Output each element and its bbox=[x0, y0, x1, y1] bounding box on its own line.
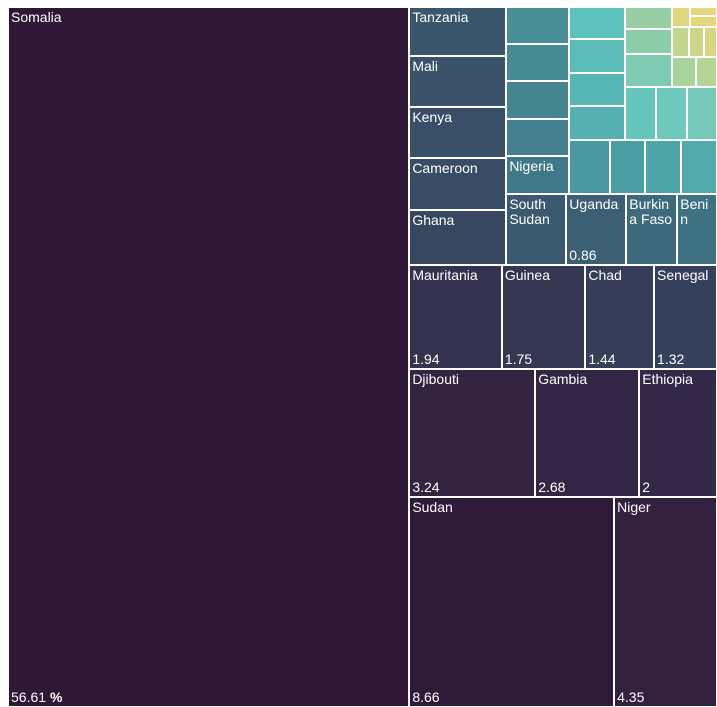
tile bbox=[609, 140, 646, 195]
tile: Sudan 8.66 bbox=[409, 497, 615, 707]
tile: Ethiopia 2 bbox=[639, 369, 717, 498]
tile-label: Mauritania bbox=[412, 267, 478, 284]
tile bbox=[506, 43, 570, 81]
value-number: 1.75 bbox=[504, 351, 533, 368]
tile-label: Chad bbox=[588, 267, 622, 284]
tile bbox=[625, 29, 673, 55]
tile bbox=[672, 57, 696, 88]
tile bbox=[656, 87, 688, 141]
tile bbox=[506, 118, 570, 157]
tile bbox=[689, 7, 717, 17]
tile bbox=[569, 140, 610, 195]
tile-label: South Sudan bbox=[509, 196, 550, 228]
value-unit: % bbox=[49, 689, 63, 705]
tile bbox=[625, 7, 673, 30]
tile-label: Uganda bbox=[569, 196, 619, 213]
tile-label: Ghana bbox=[412, 212, 455, 229]
tile: Gambia 2.68 bbox=[535, 369, 640, 498]
tile bbox=[625, 54, 673, 88]
tile bbox=[569, 72, 626, 107]
tile-label: Gambia bbox=[538, 371, 588, 388]
value-number: 56.61 bbox=[11, 689, 47, 705]
value-label: 2.68 bbox=[538, 480, 565, 495]
tile: Senegal 1.32 bbox=[654, 265, 717, 370]
tile bbox=[569, 106, 626, 141]
tile: South Sudan bbox=[506, 194, 567, 266]
tile bbox=[569, 38, 626, 73]
tile: Mali bbox=[409, 56, 507, 107]
value-number: 1.44 bbox=[588, 351, 616, 368]
tile-label: Somalia bbox=[11, 9, 62, 25]
value-number: 2 bbox=[642, 479, 651, 496]
tile bbox=[688, 27, 704, 58]
tile-label: Burkina Faso bbox=[629, 196, 673, 228]
tile-label: Guinea bbox=[504, 267, 551, 284]
value-number: 2.68 bbox=[538, 479, 566, 496]
tile-label: Djibouti bbox=[412, 371, 460, 388]
tile-label: Kenya bbox=[412, 108, 453, 125]
tile bbox=[625, 87, 657, 141]
treemap: Somalia 56.61 % Sudan 8.66 Niger 4.35 Djibouti… bbox=[8, 7, 717, 707]
tile: Guinea 1.75 bbox=[501, 265, 586, 370]
value-label: 2 bbox=[642, 480, 650, 495]
tile: Niger 4.35 bbox=[614, 497, 717, 707]
value-label: 56.61 % bbox=[11, 690, 62, 705]
tile-label: Niger bbox=[617, 499, 651, 516]
tile: Uganda 0.86 bbox=[566, 194, 627, 266]
tile bbox=[645, 140, 682, 195]
tile-label: Senegal bbox=[657, 267, 709, 284]
value-number: 1.32 bbox=[657, 351, 685, 368]
tile: Chad 1.44 bbox=[585, 265, 655, 370]
value-number: 8.66 bbox=[412, 688, 440, 705]
tile bbox=[689, 16, 717, 27]
tile: Ghana bbox=[409, 210, 507, 266]
value-label: 4.35 bbox=[617, 688, 645, 705]
tile-label: Sudan bbox=[412, 499, 453, 516]
tile bbox=[506, 7, 570, 44]
value-label: 1.94 bbox=[412, 352, 439, 367]
value-label: 8.66 bbox=[412, 688, 440, 705]
tile: Mauritania 1.94 bbox=[409, 265, 502, 370]
tile-label: Benin bbox=[680, 196, 709, 228]
value-label: 0.86 bbox=[569, 248, 596, 263]
tile: Tanzania bbox=[409, 7, 507, 57]
value-label: 1.75 bbox=[505, 352, 532, 367]
tile bbox=[672, 7, 690, 28]
value-label: 3.24 bbox=[412, 480, 439, 495]
tile bbox=[695, 57, 717, 88]
tile bbox=[681, 140, 717, 195]
tile: Djibouti 3.24 bbox=[409, 369, 536, 498]
tile: Benin bbox=[677, 194, 717, 266]
tile-label: Ethiopia bbox=[642, 371, 693, 388]
tile: Nigeria bbox=[506, 156, 570, 195]
tile-label: Nigeria bbox=[509, 158, 554, 175]
tile bbox=[506, 80, 570, 119]
tile bbox=[703, 27, 717, 58]
tile bbox=[672, 27, 689, 58]
value-number: 4.35 bbox=[617, 688, 645, 705]
tile: Kenya bbox=[409, 106, 507, 158]
value-number: 3.24 bbox=[412, 479, 440, 496]
tile-label: Tanzania bbox=[412, 9, 469, 25]
tile bbox=[687, 87, 717, 141]
tile-label: Mali bbox=[412, 58, 438, 75]
tile bbox=[569, 7, 626, 39]
value-label: 1.32 bbox=[657, 352, 684, 367]
tile: Burkina Faso bbox=[626, 194, 678, 266]
tile-label: Cameroon bbox=[412, 159, 478, 176]
tile: Somalia 56.61 % bbox=[8, 7, 410, 707]
value-number: 0.86 bbox=[569, 247, 597, 264]
value-number: 1.94 bbox=[412, 351, 440, 368]
tile: Cameroon bbox=[409, 157, 507, 211]
value-label: 1.44 bbox=[588, 352, 615, 367]
